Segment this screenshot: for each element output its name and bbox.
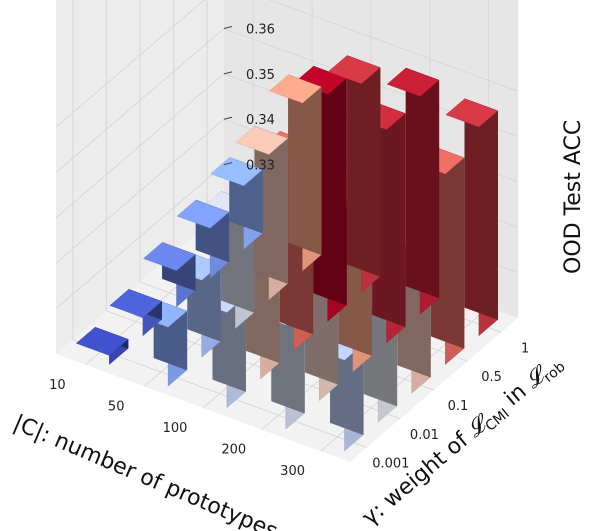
bar-10-0.01 xyxy=(109,289,163,337)
y-tick-label: 1 xyxy=(521,341,529,356)
x-axis-label: |C|: number of prototypes xyxy=(10,411,281,531)
bar-200-1 xyxy=(386,67,440,315)
z-tick-label: 0.34 xyxy=(246,113,275,128)
z-tick-label: 0.35 xyxy=(246,68,275,83)
y-tick-label: 0.1 xyxy=(448,399,469,414)
grid-line xyxy=(55,0,519,128)
bar-10-0.1 xyxy=(143,242,196,308)
x-tick-label: 50 xyxy=(108,399,125,414)
y-tick-label: 0.01 xyxy=(410,428,439,443)
bar-100-1 xyxy=(327,55,381,293)
bar-10-1 xyxy=(210,157,263,250)
z-axis-label: OOD Test ACC xyxy=(561,120,586,274)
bars-group xyxy=(75,55,499,452)
y-tick-label: 0.5 xyxy=(481,370,502,385)
z-tick-mark xyxy=(223,162,233,166)
z-tick-label: 0.33 xyxy=(246,159,275,174)
z-tick-label: 0.36 xyxy=(246,22,275,37)
bar-10-0.5 xyxy=(176,199,230,279)
bar-100-0.5 xyxy=(294,65,347,322)
bar-50-1 xyxy=(269,74,322,272)
grid-line xyxy=(72,339,367,449)
x-tick-label: 100 xyxy=(163,421,188,436)
bar-10-0.001 xyxy=(75,326,129,365)
y-tick-label: 0.001 xyxy=(372,457,409,472)
x-tick-label: 10 xyxy=(49,378,66,393)
z-tick-mark xyxy=(223,116,233,120)
z-tick-mark xyxy=(223,71,233,75)
z-tick-mark xyxy=(223,25,233,29)
bar-300-1 xyxy=(445,98,499,337)
x-tick-label: 200 xyxy=(221,443,246,458)
bar-50-0.5 xyxy=(235,126,289,301)
x-tick-label: 300 xyxy=(280,464,305,479)
